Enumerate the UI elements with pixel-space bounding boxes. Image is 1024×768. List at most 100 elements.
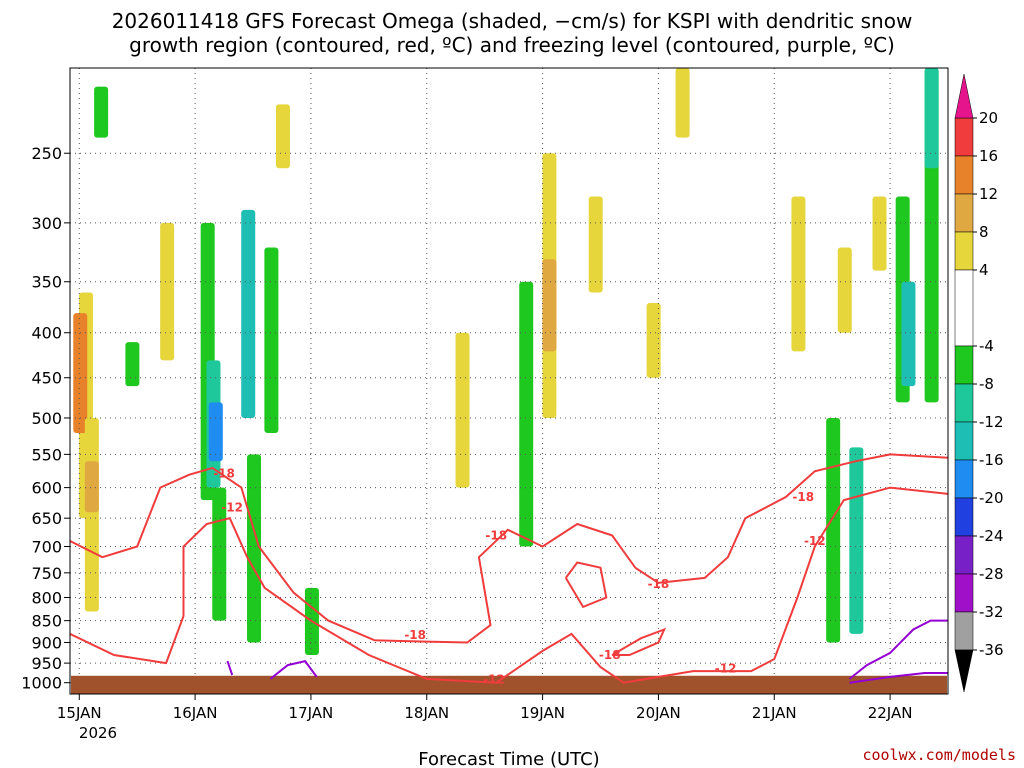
omega-region-5 xyxy=(125,342,140,387)
snow-growth-contour-2 xyxy=(564,561,608,609)
y-tick-label: 300 xyxy=(31,214,62,233)
contour-label: -18 xyxy=(404,628,426,642)
freezing-level-contour-3 xyxy=(849,672,948,684)
colorbar-bin xyxy=(954,269,974,347)
colorbar-tick-label: 4 xyxy=(979,261,989,279)
colorbar-tick-label: -36 xyxy=(979,641,1004,659)
y-tick-label: 500 xyxy=(31,409,62,428)
omega-region-11 xyxy=(241,209,256,418)
y-tick-label: 550 xyxy=(31,445,62,464)
snow-growth-contour-0 xyxy=(69,453,949,644)
colorbar-bin xyxy=(954,497,974,537)
x-tick-label: 15JAN xyxy=(57,704,102,722)
contour-label: -18 xyxy=(648,577,670,591)
colorbar-bin xyxy=(954,383,974,423)
omega-region-21 xyxy=(646,302,661,378)
colorbar-tick-label: -20 xyxy=(979,489,1004,507)
y-tick-label: 950 xyxy=(31,654,62,673)
freezing-level-contour-2 xyxy=(848,619,948,680)
omega-region-2 xyxy=(84,417,99,612)
chart-title-line1: 2026011418 GFS Forecast Omega (shaded, −… xyxy=(112,9,913,33)
freezing-level-contour-0 xyxy=(226,660,234,676)
y-tick-label: 250 xyxy=(31,144,62,163)
colorbar-bin xyxy=(954,193,974,233)
omega-region-22 xyxy=(675,68,690,138)
contour-label: -12 xyxy=(715,661,737,675)
colorbar: 20 16 12 8 4 -4 -8 -12 -16 -20 -24 -28 -32 -36 xyxy=(954,73,1004,693)
omega-region-4 xyxy=(94,86,109,138)
omega-region-6 xyxy=(160,222,175,361)
credit-text: coolwx.com/models xyxy=(862,746,1016,764)
year-label: 2026 xyxy=(79,724,117,742)
y-tick-label: 700 xyxy=(31,537,62,556)
omega-region-25 xyxy=(872,196,887,271)
plot-frame xyxy=(69,67,949,695)
y-tick-label: 400 xyxy=(31,324,62,343)
x-tick-label: 20JAN xyxy=(636,704,681,722)
colorbar-tick-label: 20 xyxy=(979,109,998,127)
colorbar-tick-label: -32 xyxy=(979,603,1004,621)
colorbar-bin xyxy=(954,117,974,157)
colorbar-bin xyxy=(954,421,974,461)
colorbar-bottom-arrow xyxy=(954,649,974,693)
colorbar-bin xyxy=(954,459,974,499)
contour-label: -12 xyxy=(483,673,505,687)
colorbar-tick-label: -24 xyxy=(979,527,1004,545)
omega-region-27 xyxy=(901,281,916,387)
omega-region-24 xyxy=(837,247,852,333)
colorbar-top-arrow xyxy=(954,73,974,119)
ground-surface xyxy=(71,675,947,694)
colorbar-tick-label: -16 xyxy=(979,451,1004,469)
contour-label: -18 xyxy=(792,490,814,504)
omega-region-29 xyxy=(924,68,939,169)
snow-growth-contour-1 xyxy=(69,486,949,684)
snow-growth-contour-3 xyxy=(611,627,667,656)
omega-region-20 xyxy=(588,196,603,293)
x-axis-label: Forecast Time (UTC) xyxy=(418,749,599,768)
x-tick-label: 21JAN xyxy=(752,704,797,722)
colorbar-bin xyxy=(954,573,974,613)
omega-region-19 xyxy=(542,259,557,352)
y-tick-label: 900 xyxy=(31,633,62,652)
omega-region-31 xyxy=(849,447,864,634)
y-tick-label: 750 xyxy=(31,564,62,583)
omega-region-16 xyxy=(455,332,470,488)
y-tick-label: 600 xyxy=(31,479,62,498)
y-tick-label: 450 xyxy=(31,369,62,388)
colorbar-bin xyxy=(954,155,974,195)
omega-region-1 xyxy=(73,313,88,433)
omega-region-9 xyxy=(208,402,223,462)
contour-label: -12 xyxy=(221,500,243,514)
colorbar-bin xyxy=(954,345,974,385)
omega-region-14 xyxy=(275,104,290,169)
ground-strip xyxy=(71,675,947,694)
contour-label: -18 xyxy=(213,466,235,480)
colorbar-tick-label: -12 xyxy=(979,413,1004,431)
y-tick-label: 650 xyxy=(31,509,62,528)
chart-title-line2: growth region (contoured, red, ºC) and f… xyxy=(129,33,895,57)
colorbar-tick-label: -8 xyxy=(979,375,994,393)
y-tick-label: 850 xyxy=(31,612,62,631)
contour-label: -12 xyxy=(804,534,826,548)
colorbar-bin xyxy=(954,611,974,651)
freezing-level-contour-1 xyxy=(269,659,318,680)
contour-layer: -18 -12 -18 -18 -12 -18 -18 -12 -18 -12 xyxy=(69,453,949,687)
x-tick-label: 22JAN xyxy=(868,704,913,722)
colorbar-tick-label: 12 xyxy=(979,185,998,203)
omega-region-23 xyxy=(791,196,806,352)
omega-region-3 xyxy=(84,461,99,513)
contour-label: -18 xyxy=(485,528,507,542)
omega-region-12 xyxy=(247,454,262,643)
x-tick-label: 17JAN xyxy=(289,704,334,722)
y-tick-label: 350 xyxy=(31,273,62,292)
x-tick-label: 19JAN xyxy=(520,704,565,722)
omega-region-13 xyxy=(264,247,279,433)
y-axis-ticks: 250 300 350 400 450 500 550 600 650 700 750 800 850 9… xyxy=(21,144,70,693)
colorbar-tick-label: -28 xyxy=(979,565,1004,583)
colorbar-tick-label: -4 xyxy=(979,337,994,355)
omega-shading-layer xyxy=(73,68,939,655)
contour-label: -18 xyxy=(599,648,621,662)
colorbar-bin xyxy=(954,231,974,271)
colorbar-bin xyxy=(954,535,974,575)
